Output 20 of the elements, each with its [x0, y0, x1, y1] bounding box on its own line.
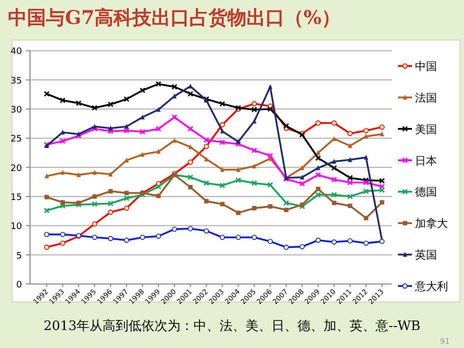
y-tick-label: 20 [10, 164, 22, 174]
legend-label: 加拿大 [415, 217, 448, 230]
text: 2013年从高到低依次为：中、法、美、日、德、加、英、意--WB [44, 318, 420, 334]
legend-label: 中国 [415, 60, 437, 73]
legend-label: 法国 [415, 91, 437, 104]
legend-label: 日本 [415, 154, 437, 168]
y-tick-label: 10 [10, 222, 22, 232]
y-tick-label: 0 [16, 280, 22, 290]
text: 91 [440, 337, 450, 346]
y-tick-label: 35 [10, 76, 22, 86]
y-tick-label: 40 [10, 47, 22, 58]
chart-title: 中国与G7高科技出口占货物出口（%） [8, 7, 340, 29]
y-tick-label: 25 [10, 134, 22, 145]
legend-label: 美国 [415, 122, 437, 136]
legend-label: 意大利 [414, 280, 448, 293]
y-tick-label: 5 [16, 251, 22, 262]
legend-label: 德国 [415, 186, 437, 199]
y-tick-label: 30 [10, 106, 22, 116]
y-tick-label: 15 [10, 193, 22, 204]
legend-label: 英国 [415, 248, 437, 262]
